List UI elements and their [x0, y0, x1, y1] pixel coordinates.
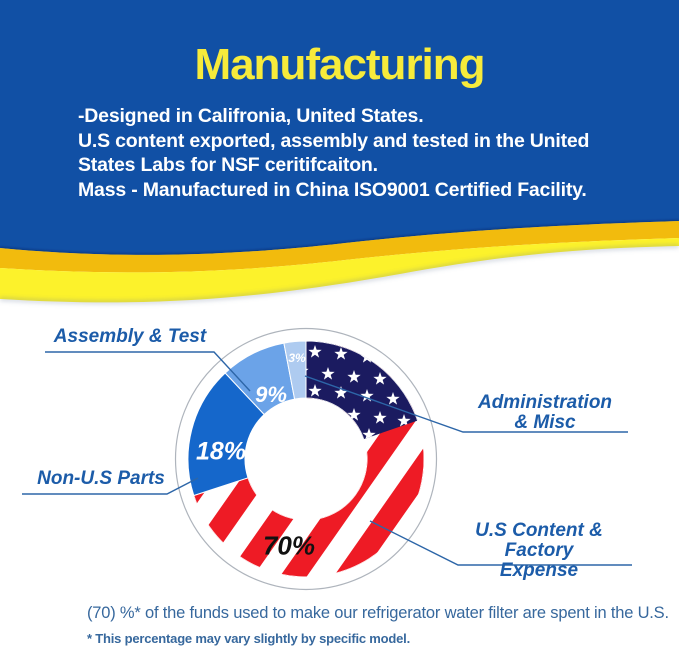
leader-line-non-us-parts	[22, 477, 199, 495]
footer-disclaimer: * This percentage may vary slightly by s…	[87, 631, 410, 646]
label-administration-misc: Administration & Misc	[456, 393, 634, 433]
leader-line-us-content	[369, 520, 632, 566]
page-title: Manufacturing	[194, 40, 485, 89]
chart-outline-ring	[174, 327, 438, 591]
hero-paragraph: -Designed in Califronia, United States. …	[78, 104, 638, 202]
hero-text-line: States Labs for NSF ceritifcaiton.	[78, 154, 378, 176]
label-us-content-line1: U.S Content & Factory	[475, 520, 603, 561]
label-assembly-test: Assembly & Test	[53, 326, 207, 347]
segment-value-9: 9%	[255, 382, 287, 407]
segment-value-3: 3%	[288, 351, 306, 365]
label-us-content-line2: Expense	[499, 560, 579, 581]
wave-divider	[0, 0, 679, 305]
hero-text-line: Mass - Manufactured in China ISO9001 Cer…	[78, 178, 587, 201]
hero-text-line: U.S content exported, assembly and teste…	[78, 129, 590, 152]
leader-line-administration-misc	[304, 375, 628, 433]
label-administration-line1: Administration	[477, 392, 613, 413]
callout-leader-lines	[22, 351, 632, 566]
segment-value-70: 70%	[262, 530, 316, 561]
label-administration-line2: & Misc	[514, 412, 576, 433]
label-us-content-factory-expense: U.S Content & Factory Expense	[444, 521, 634, 581]
segment-administration-misc	[283, 340, 307, 400]
leader-line-assembly-test	[45, 351, 251, 392]
hero-text-line: -Designed in Califronia, United States.	[78, 105, 424, 127]
label-non-us-parts: Non-U.S Parts	[37, 468, 165, 489]
segment-value-18: 18%	[195, 437, 247, 466]
footer-note: (70) %* of the funds used to make our re…	[87, 604, 669, 622]
